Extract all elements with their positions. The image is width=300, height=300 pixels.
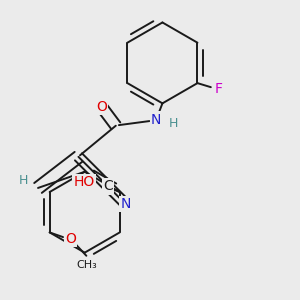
Text: O: O bbox=[96, 100, 107, 114]
Text: H: H bbox=[18, 174, 28, 187]
Text: H: H bbox=[169, 117, 178, 130]
Text: C: C bbox=[103, 179, 113, 194]
Text: CH₃: CH₃ bbox=[76, 260, 98, 270]
Text: N: N bbox=[120, 197, 130, 211]
Text: N: N bbox=[151, 112, 161, 127]
Text: O: O bbox=[65, 232, 76, 246]
Text: F: F bbox=[214, 82, 223, 96]
Text: HO: HO bbox=[74, 175, 95, 189]
